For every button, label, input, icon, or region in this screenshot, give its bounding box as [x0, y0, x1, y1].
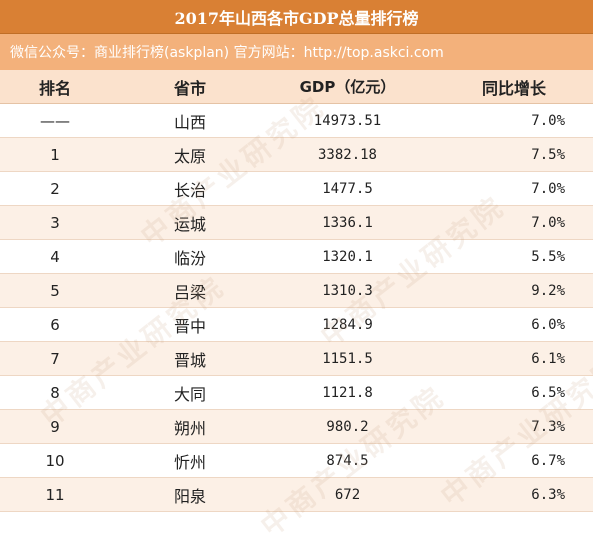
cell-growth: 6.5%	[531, 384, 565, 401]
cell-city: 山西	[173, 112, 206, 132]
table-row: 4 临汾 1320.1 5.5%	[0, 240, 593, 274]
header-city: 省市	[173, 78, 206, 98]
table-row: 8 大同 1121.8 6.5%	[0, 376, 593, 410]
cell-gdp: 1151.5	[322, 350, 373, 367]
table-row: 7 晋城 1151.5 6.1%	[0, 342, 593, 376]
cell-rank: 3	[50, 213, 60, 232]
cell-city: 运城	[173, 214, 206, 234]
cell-city: 晋城	[173, 350, 206, 370]
cell-rank: 4	[50, 247, 60, 266]
table-row: 5 吕梁 1310.3 9.2%	[0, 274, 593, 308]
cell-city: 太原	[173, 146, 206, 166]
cell-city: 大同	[173, 384, 206, 404]
cell-gdp: 874.5	[326, 452, 369, 469]
cell-gdp: 672	[334, 486, 361, 503]
cell-rank: 11	[45, 485, 65, 504]
cell-growth: 7.0%	[531, 112, 565, 129]
cell-gdp: 1121.8	[322, 384, 373, 401]
table-row: 2 长治 1477.5 7.0%	[0, 172, 593, 206]
cell-rank: 6	[50, 315, 60, 334]
cell-rank: 2	[50, 179, 60, 198]
page-title: 2017年山西各市GDP总量排行榜	[0, 0, 593, 34]
header-gdp: GDP（亿元）	[299, 78, 396, 96]
cell-rank: 10	[45, 451, 65, 470]
table-row: 9 朔州 980.2 7.3%	[0, 410, 593, 444]
cell-city: 临汾	[173, 248, 206, 268]
cell-growth: 7.5%	[531, 146, 565, 163]
cell-growth: 5.5%	[531, 248, 565, 265]
cell-gdp: 1284.9	[322, 316, 373, 333]
cell-growth: 7.3%	[531, 418, 565, 435]
cell-rank: 5	[50, 281, 60, 300]
header-rank: 排名	[38, 78, 71, 98]
cell-gdp: 3382.18	[317, 146, 377, 163]
cell-city: 长治	[173, 180, 206, 200]
table-body: —— 山西 14973.51 7.0% 1 太原 3382.18 7.5% 2 长治 1477.5 7…	[0, 104, 593, 512]
cell-rank: 9	[50, 417, 60, 436]
cell-growth: 7.0%	[531, 214, 565, 231]
cell-growth: 6.7%	[531, 452, 565, 469]
cell-city: 朔州	[173, 418, 206, 438]
source-text: 微信公众号：商业排行榜(askplan) 官方网站：http://top.ask…	[10, 45, 444, 61]
cell-growth: 6.3%	[531, 486, 565, 503]
table-row: 1 太原 3382.18 7.5%	[0, 138, 593, 172]
cell-rank: 7	[50, 349, 60, 368]
cell-gdp: 1336.1	[322, 214, 373, 231]
cell-rank: 8	[50, 383, 60, 402]
cell-city: 吕梁	[173, 282, 206, 302]
cell-gdp: 980.2	[326, 418, 369, 435]
table-row: 11 阳泉 672 6.3%	[0, 478, 593, 512]
table-row: 3 运城 1336.1 7.0%	[0, 206, 593, 240]
header-growth: 同比增长	[481, 78, 546, 98]
title-text: 2017年山西各市GDP总量排行榜	[174, 8, 419, 28]
table-header: 排名 省市 GDP（亿元） 同比增长	[0, 70, 593, 104]
cell-growth: 9.2%	[531, 282, 565, 299]
cell-city: 晋中	[173, 316, 206, 336]
table-row: —— 山西 14973.51 7.0%	[0, 104, 593, 138]
cell-city: 忻州	[173, 452, 206, 472]
cell-growth: 6.1%	[531, 350, 565, 367]
cell-rank: 1	[50, 145, 60, 164]
cell-gdp: 14973.51	[313, 112, 382, 129]
cell-gdp: 1310.3	[322, 282, 373, 299]
cell-rank: ——	[40, 111, 70, 130]
cell-gdp: 1477.5	[322, 180, 373, 197]
table-row: 6 晋中 1284.9 6.0%	[0, 308, 593, 342]
cell-growth: 7.0%	[531, 180, 565, 197]
cell-growth: 6.0%	[531, 316, 565, 333]
table-row: 10 忻州 874.5 6.7%	[0, 444, 593, 478]
cell-city: 阳泉	[173, 486, 206, 506]
cell-gdp: 1320.1	[322, 248, 373, 265]
source-info: 微信公众号：商业排行榜(askplan) 官方网站：http://top.ask…	[0, 34, 593, 70]
